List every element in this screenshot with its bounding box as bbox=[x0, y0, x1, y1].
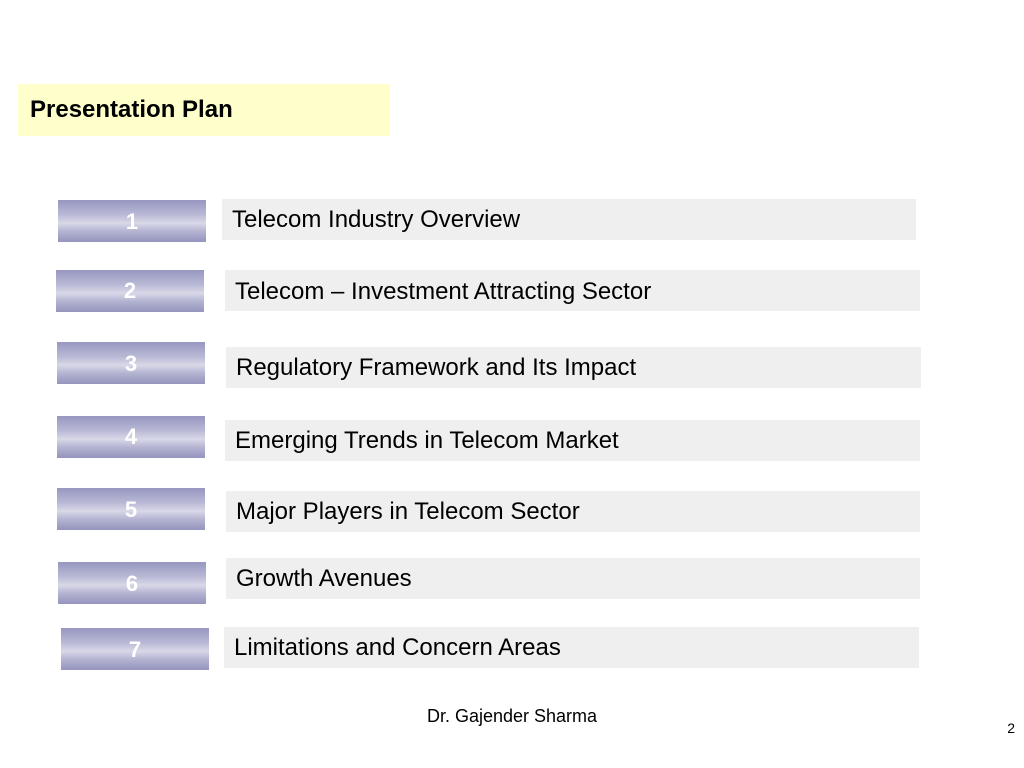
slide-title: Presentation Plan bbox=[30, 96, 233, 123]
number-label: 5 bbox=[124, 497, 138, 522]
agenda-item-label: Regulatory Framework and Its Impact bbox=[236, 354, 637, 381]
number-box-5: 5 bbox=[57, 488, 205, 530]
agenda-item-label: Major Players in Telecom Sector bbox=[236, 498, 580, 525]
agenda-item-3: Regulatory Framework and Its Impact bbox=[226, 347, 921, 388]
number-label: 1 bbox=[125, 209, 139, 234]
agenda-item-label: Telecom Industry Overview bbox=[232, 206, 521, 233]
title-box: Presentation Plan bbox=[18, 84, 390, 136]
agenda-item-4: Emerging Trends in Telecom Market bbox=[225, 420, 920, 461]
agenda-item-label: Growth Avenues bbox=[236, 565, 412, 592]
agenda-item-1: Telecom Industry Overview bbox=[222, 199, 916, 240]
number-box-2: 2 bbox=[56, 270, 204, 312]
number-box-1: 1 bbox=[58, 200, 206, 242]
number-label: 7 bbox=[128, 637, 142, 662]
number-box-7: 7 bbox=[61, 628, 209, 670]
footer-author: Dr. Gajender Sharma bbox=[426, 706, 598, 726]
number-label: 2 bbox=[123, 278, 137, 303]
number-box-3: 3 bbox=[57, 342, 205, 384]
agenda-item-label: Emerging Trends in Telecom Market bbox=[235, 427, 619, 454]
agenda-item-5: Major Players in Telecom Sector bbox=[226, 491, 920, 532]
page-number: 2 bbox=[1007, 720, 1015, 736]
agenda-item-6: Growth Avenues bbox=[226, 558, 920, 599]
number-label: 3 bbox=[124, 351, 138, 376]
number-label: 4 bbox=[124, 424, 138, 449]
number-box-6: 6 bbox=[58, 562, 206, 604]
agenda-item-7: Limitations and Concern Areas bbox=[224, 627, 919, 668]
agenda-item-label: Telecom – Investment Attracting Sector bbox=[235, 278, 652, 305]
number-box-4: 4 bbox=[57, 416, 205, 458]
number-label: 6 bbox=[125, 571, 139, 596]
agenda-item-2: Telecom – Investment Attracting Sector bbox=[225, 270, 920, 311]
agenda-item-label: Limitations and Concern Areas bbox=[234, 634, 561, 661]
